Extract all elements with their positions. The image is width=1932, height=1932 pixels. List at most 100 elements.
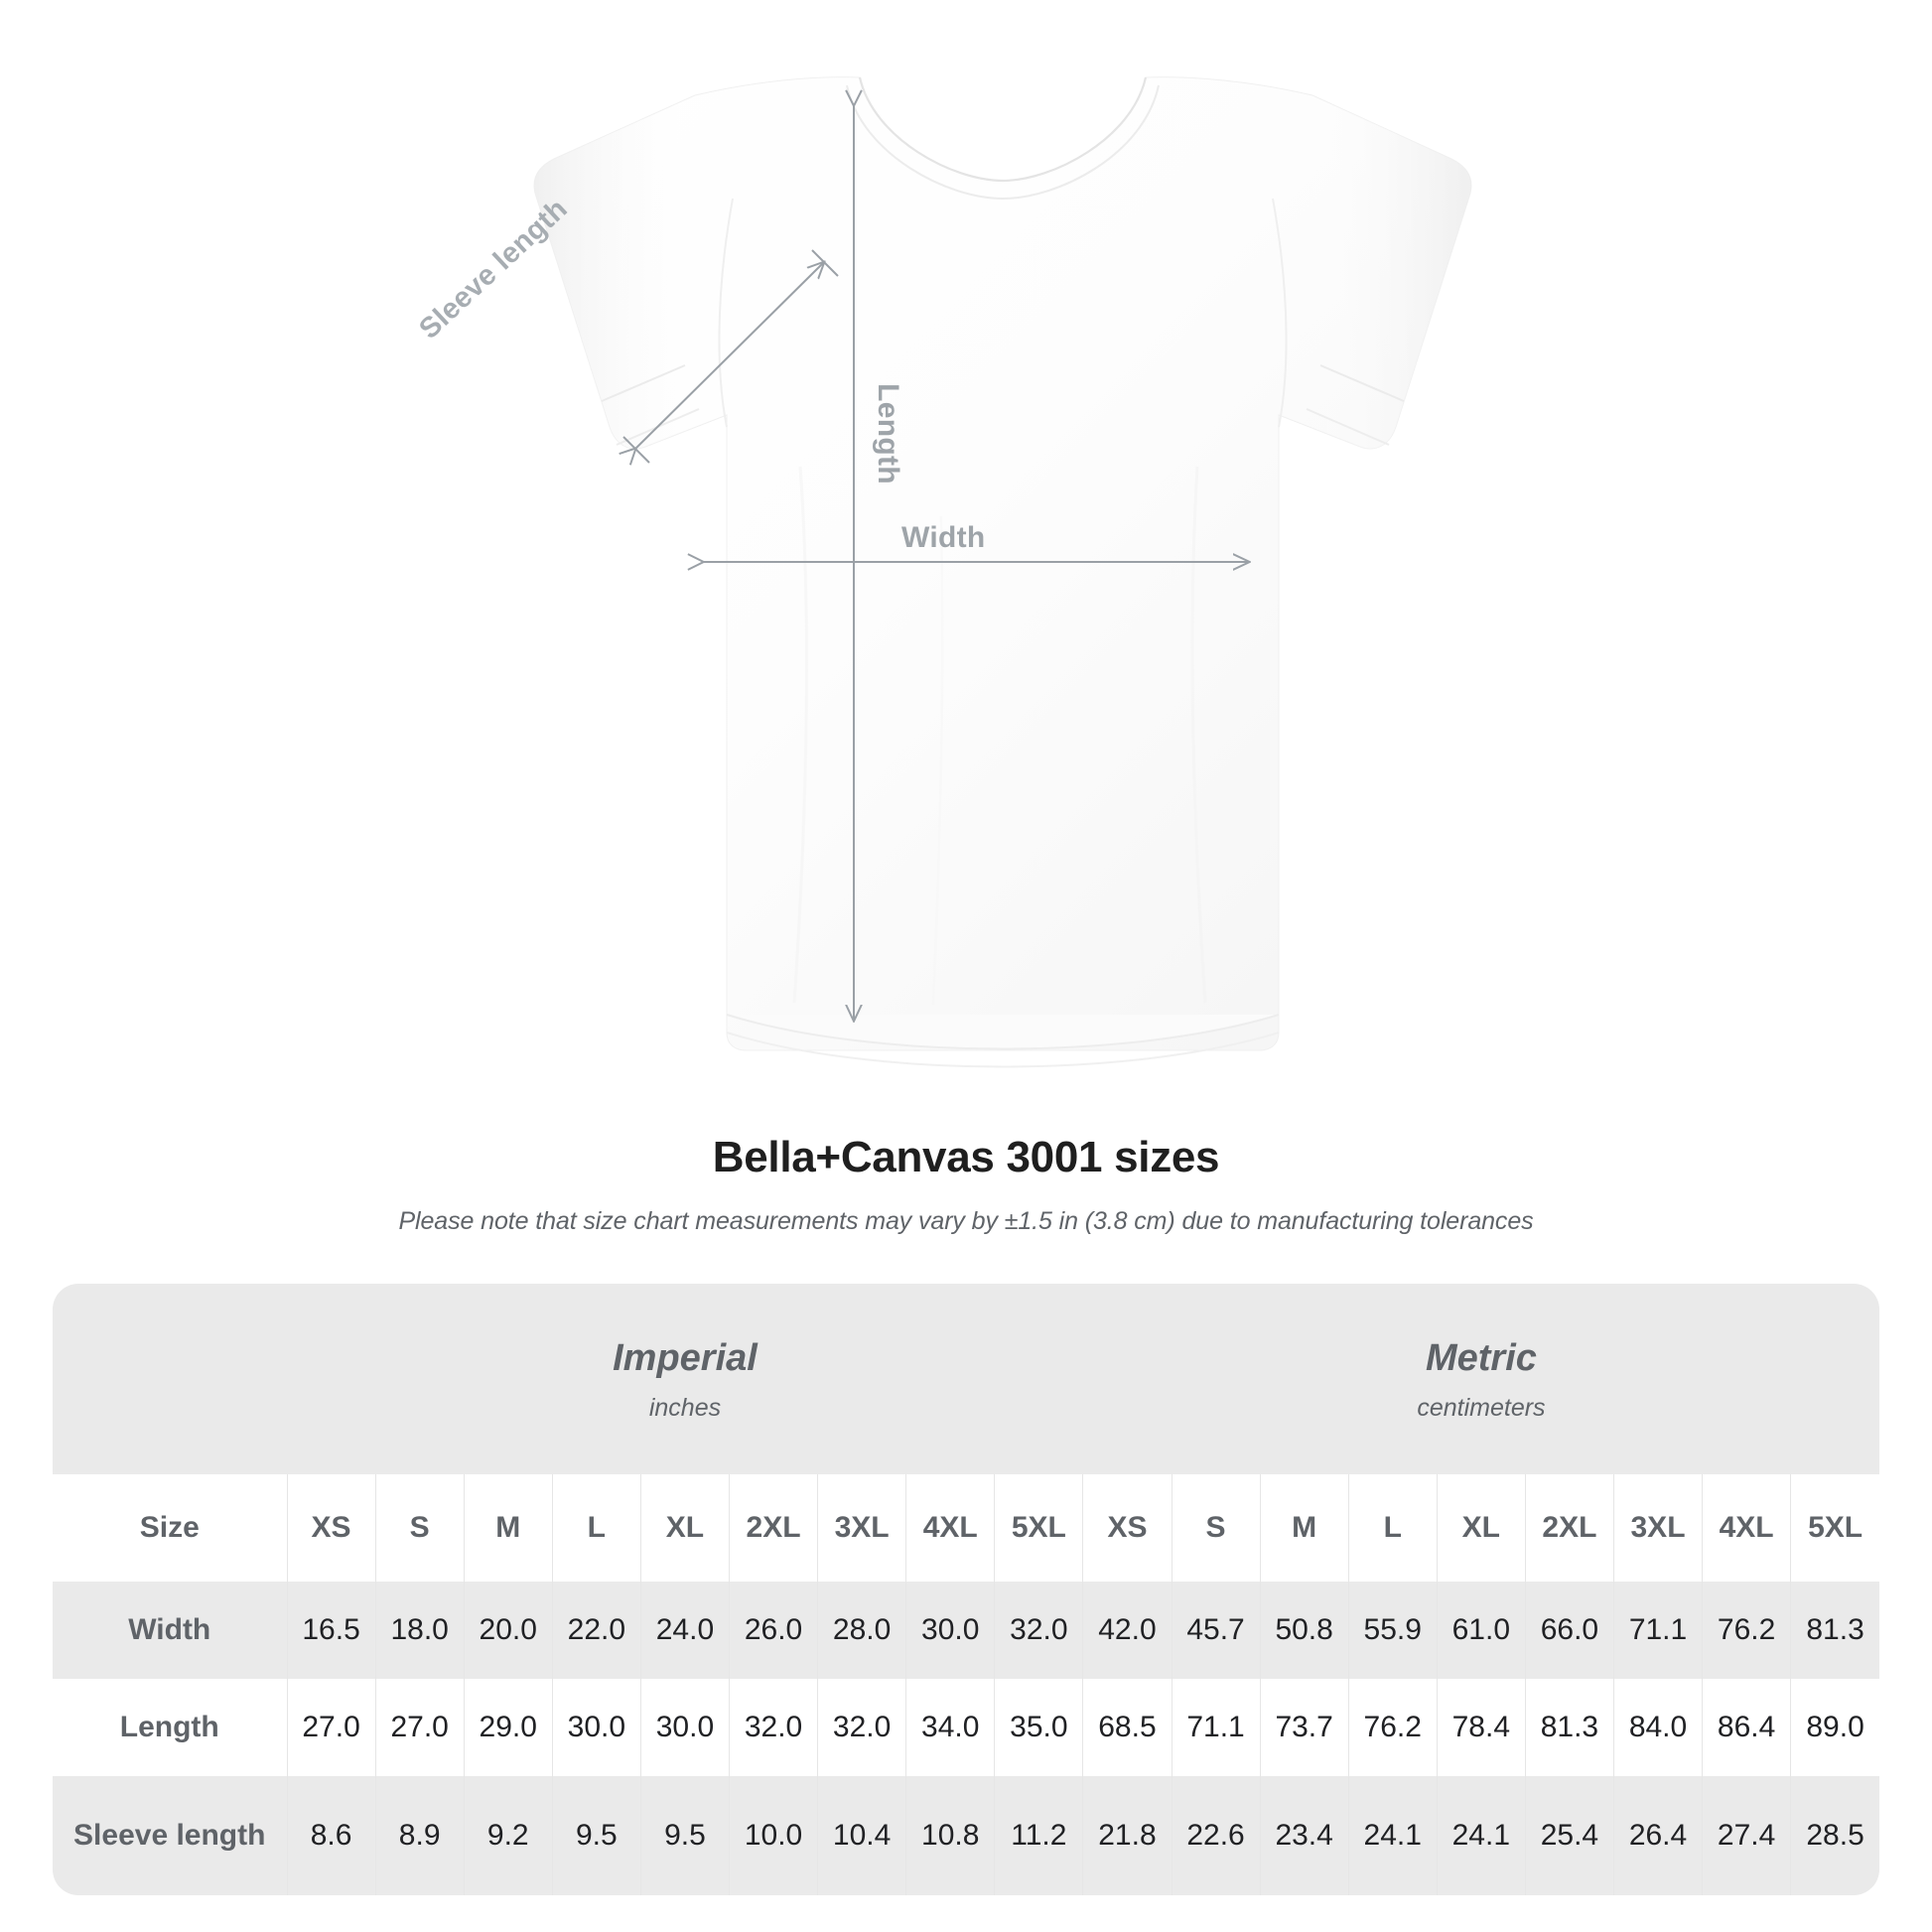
imperial-label: Imperial	[613, 1337, 758, 1380]
sleeve-imperial-m: 9.2	[463, 1776, 553, 1896]
width-imperial-s: 18.0	[374, 1582, 465, 1680]
title-block: Bella+Canvas 3001 sizes Please note that…	[0, 1133, 1932, 1236]
length-metric-3xl: 84.0	[1612, 1679, 1703, 1777]
size-header-metric-s: S	[1171, 1474, 1261, 1583]
size-header-metric-2xl: 2XL	[1524, 1474, 1614, 1583]
size-header-metric-3xl: 3XL	[1612, 1474, 1703, 1583]
sleeve-metric-s: 22.6	[1171, 1776, 1261, 1896]
width-imperial-l: 22.0	[551, 1582, 641, 1680]
sleeve-metric-l: 24.1	[1347, 1776, 1438, 1896]
size-header-metric-xs: XS	[1082, 1474, 1172, 1583]
metric-label: Metric	[1425, 1337, 1537, 1380]
length-imperial-4xl: 34.0	[905, 1679, 995, 1777]
size-header-imperial-xs: XS	[286, 1474, 376, 1583]
size-header-imperial-s: S	[374, 1474, 465, 1583]
width-imperial-m: 20.0	[463, 1582, 553, 1680]
length-imperial-l: 30.0	[551, 1679, 641, 1777]
size-header-metric-m: M	[1259, 1474, 1349, 1583]
unit-spacer-cell	[53, 1284, 288, 1475]
width-metric-xl: 61.0	[1436, 1582, 1526, 1680]
length-label: Length	[871, 383, 904, 484]
row-label-length: Length	[53, 1679, 288, 1777]
width-imperial-5xl: 32.0	[994, 1582, 1083, 1680]
sleeve-imperial-4xl: 10.8	[905, 1776, 995, 1896]
width-imperial-2xl: 26.0	[728, 1582, 818, 1680]
length-imperial-xl: 30.0	[639, 1679, 730, 1777]
sleeve-imperial-s: 8.9	[374, 1776, 465, 1896]
page-title: Bella+Canvas 3001 sizes	[712, 1133, 1220, 1181]
shirt-hem	[726, 1014, 1280, 1068]
sleeve-metric-2xl: 25.4	[1524, 1776, 1614, 1896]
sleeve-metric-5xl: 28.5	[1790, 1776, 1879, 1896]
size-header-imperial-3xl: 3XL	[817, 1474, 906, 1583]
width-metric-3xl: 71.1	[1612, 1582, 1703, 1680]
length-metric-xl: 78.4	[1436, 1679, 1526, 1777]
width-metric-4xl: 76.2	[1702, 1582, 1791, 1680]
size-header-imperial-2xl: 2XL	[728, 1474, 818, 1583]
tshirt-diagram: Sleeve length Length Width	[413, 76, 1472, 1068]
width-metric-2xl: 66.0	[1524, 1582, 1614, 1680]
sleeve-imperial-2xl: 10.0	[728, 1776, 818, 1896]
length-metric-s: 71.1	[1171, 1679, 1261, 1777]
metric-unit-cell: Metric centimeters	[1082, 1284, 1879, 1475]
length-imperial-5xl: 35.0	[994, 1679, 1083, 1777]
sleeve-metric-4xl: 27.4	[1702, 1776, 1791, 1896]
size-header-row: Size XS S M L XL 2XL 3XL 4XL 5XL XS S M …	[53, 1474, 1879, 1583]
width-metric-m: 50.8	[1259, 1582, 1349, 1680]
table-row: Length 27.0 27.0 29.0 30.0 30.0 32.0 32.…	[53, 1679, 1879, 1777]
table-row: Sleeve length 8.6 8.9 9.2 9.5 9.5 10.0 1…	[53, 1776, 1879, 1896]
sleeve-imperial-l: 9.5	[551, 1776, 641, 1896]
size-row-label: Size	[53, 1474, 288, 1583]
sleeve-length-arrow	[623, 249, 839, 463]
width-metric-l: 55.9	[1347, 1582, 1438, 1680]
fabric-folds	[792, 466, 1207, 1006]
size-header-metric-5xl: 5XL	[1790, 1474, 1879, 1583]
length-metric-l: 76.2	[1347, 1679, 1438, 1777]
length-metric-5xl: 89.0	[1790, 1679, 1879, 1777]
length-imperial-xs: 27.0	[286, 1679, 376, 1777]
width-metric-s: 45.7	[1171, 1582, 1261, 1680]
sleeve-imperial-3xl: 10.4	[817, 1776, 906, 1896]
size-header-metric-xl: XL	[1436, 1474, 1526, 1583]
width-imperial-3xl: 28.0	[817, 1582, 906, 1680]
tolerance-note: Please note that size chart measurements…	[398, 1207, 1534, 1236]
tshirt-illustration	[533, 76, 1472, 1068]
length-imperial-s: 27.0	[374, 1679, 465, 1777]
width-imperial-xl: 24.0	[639, 1582, 730, 1680]
size-header-imperial-m: M	[463, 1474, 553, 1583]
sleeve-metric-m: 23.4	[1259, 1776, 1349, 1896]
sleeve-metric-3xl: 26.4	[1612, 1776, 1703, 1896]
length-metric-4xl: 86.4	[1702, 1679, 1791, 1777]
metric-sub-label: centimeters	[1417, 1393, 1546, 1422]
length-imperial-2xl: 32.0	[728, 1679, 818, 1777]
length-metric-2xl: 81.3	[1524, 1679, 1614, 1777]
size-header-imperial-l: L	[551, 1474, 641, 1583]
unit-banner-row: Imperial inches Metric centimeters	[53, 1284, 1879, 1475]
width-metric-xs: 42.0	[1082, 1582, 1172, 1680]
size-table-container: Imperial inches Metric centimeters Size …	[53, 1284, 1879, 1896]
sleeve-imperial-5xl: 11.2	[994, 1776, 1083, 1896]
size-header-metric-l: L	[1347, 1474, 1438, 1583]
shirt-body	[533, 76, 1472, 1051]
sleeve-metric-xs: 21.8	[1082, 1776, 1172, 1896]
table-row: Width 16.5 18.0 20.0 22.0 24.0 26.0 28.0…	[53, 1582, 1879, 1680]
size-header-imperial-5xl: 5XL	[994, 1474, 1083, 1583]
size-header-metric-4xl: 4XL	[1702, 1474, 1791, 1583]
row-label-sleeve-length: Sleeve length	[53, 1776, 288, 1896]
width-label: Width	[901, 521, 986, 554]
sleeve-metric-xl: 24.1	[1436, 1776, 1526, 1896]
width-imperial-xs: 16.5	[286, 1582, 376, 1680]
length-metric-xs: 68.5	[1082, 1679, 1172, 1777]
width-metric-5xl: 81.3	[1790, 1582, 1879, 1680]
length-imperial-3xl: 32.0	[817, 1679, 906, 1777]
sleeve-imperial-xs: 8.6	[286, 1776, 376, 1896]
length-imperial-m: 29.0	[463, 1679, 553, 1777]
imperial-unit-cell: Imperial inches	[287, 1284, 1083, 1475]
size-header-imperial-4xl: 4XL	[905, 1474, 995, 1583]
length-metric-m: 73.7	[1259, 1679, 1349, 1777]
imperial-sub-label: inches	[648, 1393, 722, 1422]
size-chart-table: Imperial inches Metric centimeters Size …	[53, 1284, 1879, 1896]
width-imperial-4xl: 30.0	[905, 1582, 995, 1680]
size-header-imperial-xl: XL	[639, 1474, 730, 1583]
shirt-collar	[846, 76, 1160, 201]
